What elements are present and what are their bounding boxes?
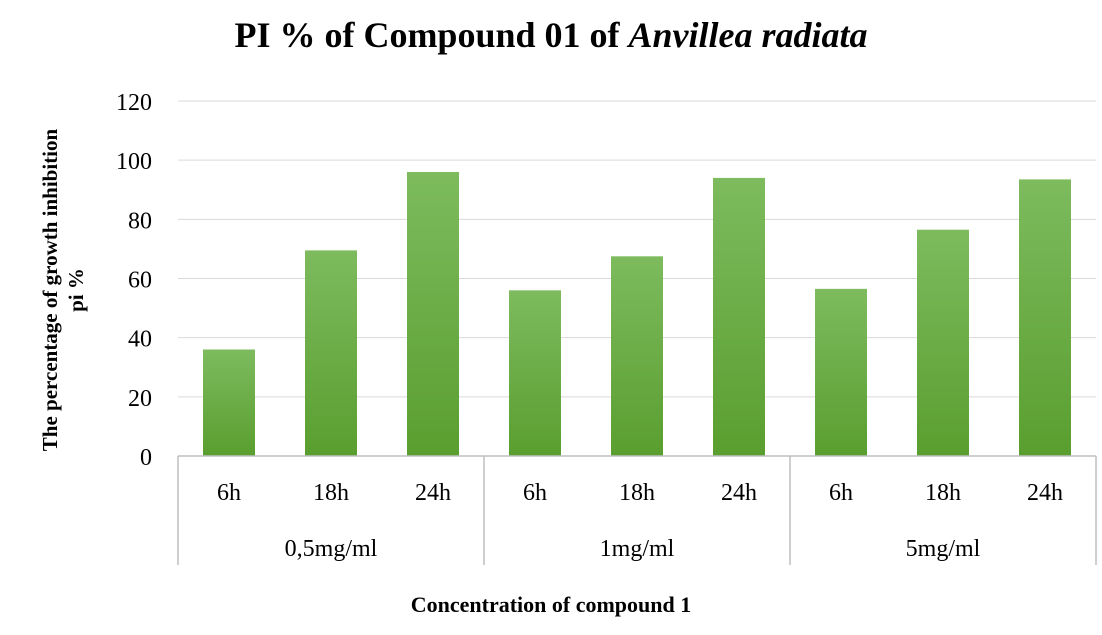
y-tick-label: 60 [128,268,152,294]
axes [177,455,1097,565]
y-tick-label: 0 [140,445,152,471]
x-tick-label: 18h [619,480,655,506]
x-axis-title: Concentration of compound 1 [410,592,692,617]
bar [815,288,867,456]
x-tick-label: 18h [313,480,349,506]
x-tick-label: 24h [721,480,757,506]
x-tick-label: 24h [415,480,451,506]
group-label: 5mg/ml [906,536,981,562]
group-label: 1mg/ml [600,536,675,562]
bar [305,250,357,456]
x-tick-label: 24h [1027,480,1063,506]
y-axis-title-line2: pi % [64,268,88,312]
x-tick-label: 6h [829,480,853,506]
bar [509,290,561,456]
bar [203,349,255,456]
x-tick-label: 6h [523,480,547,506]
y-tick-label: 80 [128,208,152,234]
y-tick-label: 40 [128,327,152,353]
bar [1019,179,1071,457]
chart-title-species: Anvillea radiata [628,15,868,55]
y-tick-label: 100 [116,149,152,175]
axis-labels: 0 20 40 60 80 100 120 6h 18h 24h 0,5mg/ml 6h 18h 24h 1… [116,90,1063,562]
x-tick-label: 18h [925,480,961,506]
bar [713,177,765,456]
y-axis-title: The percentage of growth inhibition pi % [37,40,89,540]
bar [917,229,969,456]
chart-title-main: PI % of Compound 01 of [234,15,629,55]
y-tick-label: 120 [116,90,152,116]
bars [203,172,1071,457]
y-axis-title-line1: The percentage of growth inhibition [38,128,62,452]
x-tick-label: 6h [217,480,241,506]
chart-title: PI % of Compound 01 of Anvillea radiata [0,14,1102,56]
y-tick-label: 20 [128,386,152,412]
bar [407,172,459,456]
bar [611,256,663,456]
group-label: 0,5mg/ml [285,536,378,562]
